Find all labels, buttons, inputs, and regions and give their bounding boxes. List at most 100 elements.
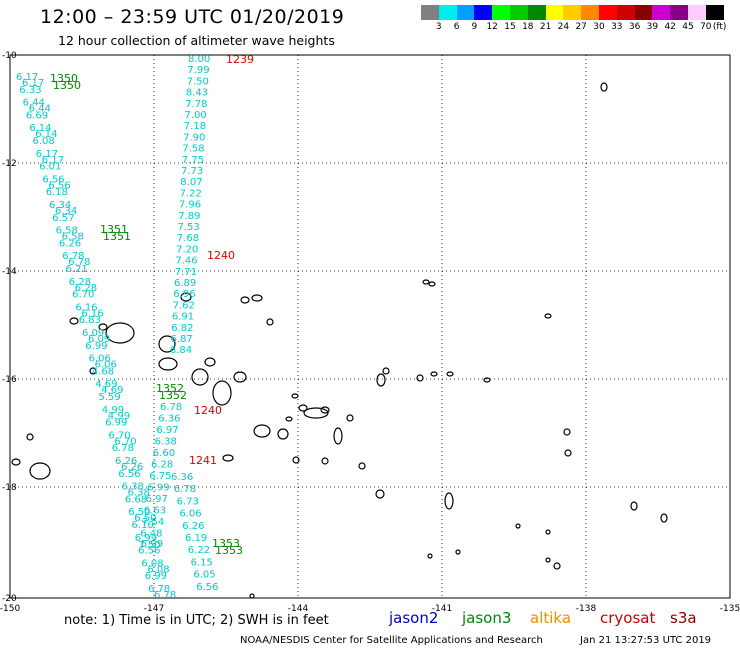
wave-height-label: 6.38	[122, 482, 144, 493]
wave-height-label: 6.78	[154, 590, 176, 601]
wave-height-label: 6.97	[146, 494, 168, 505]
legend-swatch	[527, 5, 546, 20]
pass-label-cryosat: 1240	[207, 249, 235, 262]
legend-swatch	[474, 5, 493, 20]
wave-height-label: 6.78	[68, 257, 90, 268]
wave-height-label: 7.00	[185, 110, 207, 121]
wave-height-label: 6.48	[140, 529, 162, 540]
wave-height-label: 6.97	[156, 425, 178, 436]
axis-labels: -150 -147 -144 -141 -138 -135 -10 -12 -14 -16 -18 -…	[0, 51, 740, 614]
island-outline	[455, 549, 461, 555]
satellite-name-cryosat: cryosat	[600, 609, 656, 627]
lon-tick-label: -150	[0, 604, 20, 614]
wave-height-label: 7.58	[182, 144, 204, 155]
lat-tick-label: -12	[2, 159, 17, 169]
map-grid	[10, 55, 730, 598]
wave-height-label: 7.50	[138, 540, 160, 551]
wave-height-label: 6.68	[125, 494, 147, 505]
legend-swatch	[438, 5, 457, 20]
wave-height-label: 6.82	[171, 323, 193, 334]
legend-label: 24	[557, 22, 570, 32]
wave-height-label: 6.36	[171, 472, 193, 483]
legend-swatch	[421, 5, 439, 20]
legend-swatch	[652, 5, 671, 20]
island-outline	[29, 462, 51, 480]
island-outlines	[11, 82, 668, 599]
wave-height-label: 6.38	[128, 488, 150, 499]
legend-label: 18	[522, 22, 534, 32]
island-outline	[303, 407, 329, 419]
island-outline	[105, 322, 135, 344]
island-outline	[26, 433, 34, 441]
track-labels: 6.176.176.336.446.446.696.146.146.086.17…	[16, 53, 254, 601]
island-outline	[446, 371, 454, 377]
wave-height-label: 6.17	[22, 78, 44, 89]
wave-height-label: 6.19	[185, 533, 207, 544]
island-outline	[320, 406, 330, 414]
island-outline	[600, 82, 608, 92]
wave-height-label: 6.15	[191, 557, 213, 568]
island-outline	[191, 368, 209, 386]
legend-label: 70	[700, 22, 712, 32]
pass-label-jason3: 1353	[215, 544, 243, 557]
pass-label-cryosat: 1239	[226, 53, 254, 66]
legend-label: 33	[611, 22, 623, 32]
wave-height-label: 6.87	[171, 334, 193, 345]
wave-height-label: 7.62	[173, 300, 195, 311]
island-outline	[266, 318, 274, 326]
island-outline	[422, 279, 430, 285]
wave-height-label: 6.08	[147, 564, 169, 575]
wave-height-label: 6.06	[179, 509, 201, 520]
legend-swatch	[634, 5, 653, 20]
wave-height-label: 6.70	[108, 430, 130, 441]
legend-label: 39	[646, 22, 659, 32]
wave-height-label: 6.63	[144, 506, 166, 517]
wave-height-label: 6.26	[182, 521, 204, 532]
footer-note: note: 1) Time is in UTC; 2) SWH is in fe…	[64, 613, 329, 628]
island-outline	[204, 357, 216, 367]
island-outline	[545, 557, 551, 563]
island-outline	[251, 294, 263, 302]
legend-label: 9	[471, 22, 478, 32]
wave-height-label: 6.17	[42, 155, 64, 166]
wave-height-label: 6.78	[174, 484, 196, 495]
legend-label: 21	[539, 22, 552, 32]
wave-height-label: 6.99	[147, 483, 169, 494]
wave-height-label: 6.75	[149, 471, 171, 482]
island-outline	[158, 335, 176, 353]
wave-height-label: 6.99	[145, 571, 167, 582]
island-outline	[346, 414, 354, 422]
lon-tick-label: -144	[288, 604, 309, 614]
legend-label: 36	[628, 22, 641, 32]
wave-height-label: 7.54	[142, 517, 164, 528]
wave-height-label: 6.08	[33, 136, 55, 147]
legend-swatch	[705, 5, 724, 20]
wave-height-label: 6.78	[160, 402, 182, 413]
wave-height-label: 6.28	[75, 283, 97, 294]
pass-label-jason3: 1351	[103, 230, 131, 243]
island-outline	[292, 456, 300, 464]
wave-height-label: 7.99	[187, 65, 209, 76]
wave-height-label: 6.50	[128, 507, 150, 518]
wave-height-label: 6.14	[35, 129, 57, 140]
island-outline	[298, 404, 308, 412]
wave-height-label: 7.18	[184, 121, 206, 132]
legend-label: 30	[593, 22, 605, 32]
wave-height-label: 6.58	[56, 226, 78, 237]
wave-height-label: 6.99	[141, 539, 163, 550]
legend-swatch	[456, 5, 475, 20]
island-outline	[222, 454, 234, 462]
pass-label-cryosat: 1241	[189, 454, 217, 467]
legend-label: 15	[504, 22, 516, 32]
wave-height-label: 6.57	[52, 213, 74, 224]
wave-height-label: 7.68	[177, 233, 199, 244]
wave-height-label: 7.53	[178, 222, 200, 233]
legend-swatch	[563, 5, 582, 20]
island-outline	[660, 513, 668, 523]
wave-height-label: 6.69	[26, 110, 48, 121]
legend-label: (ft)	[712, 22, 727, 32]
wave-height-label: 7.50	[187, 76, 209, 87]
island-outline	[89, 367, 97, 375]
wave-height-label: 7.78	[185, 99, 207, 110]
satellite-name-jason3: jason3	[462, 609, 512, 627]
